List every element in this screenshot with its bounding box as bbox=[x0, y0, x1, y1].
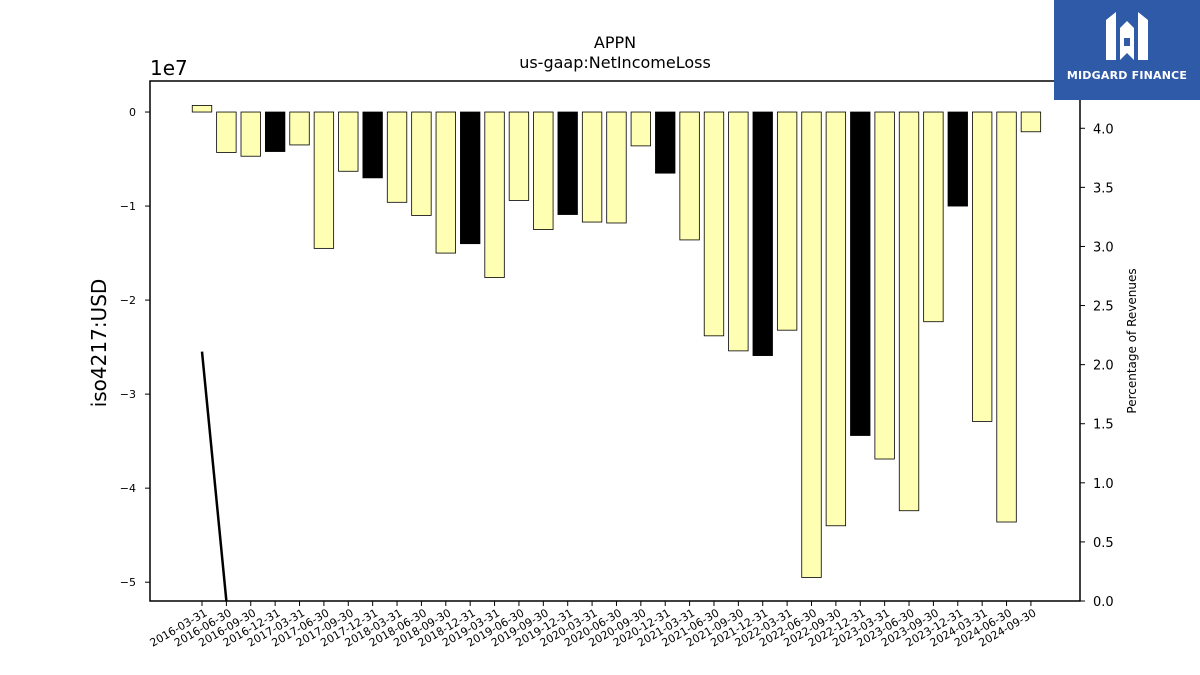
bar bbox=[240, 111, 261, 157]
bar bbox=[557, 111, 578, 215]
bar bbox=[508, 111, 530, 201]
y2-tick-label: 0.5 bbox=[1093, 536, 1114, 551]
bar bbox=[338, 111, 359, 172]
bar bbox=[1020, 111, 1042, 133]
y-tick-label: −1 bbox=[120, 200, 136, 213]
logo-mark-icon bbox=[1106, 12, 1148, 60]
bar bbox=[850, 111, 871, 436]
chart-subtitle: us-gaap:NetIncomeLoss bbox=[519, 53, 711, 72]
bar bbox=[947, 111, 968, 207]
bar bbox=[533, 111, 554, 230]
brand-logo: MIDGARD FINANCE bbox=[1054, 0, 1200, 100]
y-tick-label: −2 bbox=[120, 294, 136, 307]
bar bbox=[996, 111, 1017, 523]
y-axis-label: iso4217:USD bbox=[87, 279, 111, 408]
bar bbox=[923, 111, 944, 323]
y2-tick-label: 1.5 bbox=[1093, 418, 1114, 433]
y-tick-label: −5 bbox=[120, 576, 136, 589]
y-tick-label: −3 bbox=[120, 388, 136, 401]
bar bbox=[752, 111, 773, 356]
y-tick-label: 0 bbox=[129, 106, 136, 119]
x-ticks-group: 2016-03-312016-06-302016-09-302016-12-31… bbox=[148, 601, 1038, 650]
bar bbox=[606, 111, 627, 224]
bar bbox=[898, 111, 920, 512]
logo-text: MIDGARD FINANCE bbox=[1066, 69, 1188, 82]
y2-ticks-group: 0.0 0.5 1.0 1.5 2.0 2.5 3.0 3.5 4.0 bbox=[1080, 122, 1114, 610]
y2-tick-label: 0.0 bbox=[1093, 595, 1114, 610]
bar bbox=[264, 111, 286, 152]
bar bbox=[191, 105, 213, 113]
y-tick-label: −4 bbox=[120, 482, 136, 495]
y2-axis-label: Percentage of Revenues bbox=[1125, 268, 1139, 413]
y-offset-label: 1e7 bbox=[150, 56, 188, 80]
bar bbox=[679, 111, 700, 241]
bar bbox=[484, 111, 505, 278]
bar bbox=[435, 111, 456, 254]
y2-tick-label: 1.0 bbox=[1093, 477, 1114, 492]
bar bbox=[216, 111, 237, 153]
y-ticks-group: 0 −1 −2 −3 −4 −5 bbox=[120, 106, 150, 589]
bar bbox=[362, 111, 383, 179]
y2-tick-label: 4.0 bbox=[1093, 122, 1114, 137]
y2-tick-label: 2.0 bbox=[1093, 359, 1114, 374]
y2-tick-label: 2.5 bbox=[1093, 300, 1114, 315]
bars-group bbox=[191, 105, 1042, 578]
chart-title: APPN bbox=[594, 33, 636, 52]
bar bbox=[655, 111, 676, 174]
bar bbox=[460, 111, 481, 245]
bar bbox=[386, 111, 408, 203]
line-layer bbox=[200, 351, 228, 602]
y2-tick-label: 3.5 bbox=[1093, 181, 1114, 196]
bar bbox=[825, 111, 847, 527]
bar bbox=[776, 111, 798, 331]
bar bbox=[874, 111, 895, 460]
bar bbox=[972, 111, 993, 422]
bar bbox=[581, 111, 603, 223]
bar bbox=[289, 111, 310, 146]
plot-frame bbox=[149, 80, 1081, 602]
percentage-line bbox=[200, 351, 228, 602]
bar bbox=[728, 111, 749, 352]
bar bbox=[411, 111, 432, 216]
bar bbox=[801, 111, 822, 578]
y2-tick-label: 3.0 bbox=[1093, 240, 1114, 255]
bar bbox=[630, 111, 651, 147]
bar bbox=[313, 111, 335, 249]
bar bbox=[703, 111, 725, 337]
